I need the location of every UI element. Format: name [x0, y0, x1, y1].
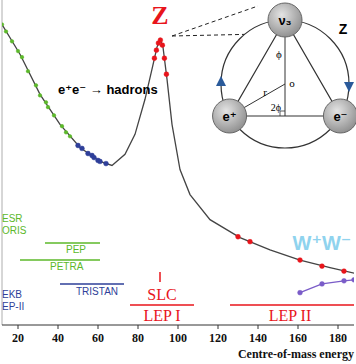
x-tick: [98, 325, 99, 329]
data-point: [342, 269, 347, 274]
data-point: [2, 23, 4, 27]
x-tick-label: 180: [329, 331, 347, 345]
data-point: [44, 101, 48, 105]
series-line: [2, 21, 354, 273]
x-tick: [218, 325, 219, 329]
annotation: r: [263, 86, 267, 98]
x-tick: [138, 325, 139, 329]
annotation: ESR: [2, 213, 23, 224]
data-point: [154, 48, 159, 53]
x-tick: [58, 325, 59, 329]
data-point: [60, 124, 64, 128]
x-tick: [298, 325, 299, 329]
x-tick-label: 80: [132, 331, 144, 345]
data-point: [320, 282, 325, 287]
plot-area: [2, 21, 354, 295]
data-point: [26, 69, 30, 73]
data-point: [342, 278, 347, 283]
facility-tick: [159, 272, 161, 282]
x-axis-label: Centre-of-mass energy: [238, 347, 354, 361]
annotation: EP-II: [2, 301, 24, 312]
data-point: [46, 105, 50, 109]
arrow-head: [344, 82, 354, 92]
data-point: [64, 131, 68, 135]
annotation: PETRA: [50, 261, 84, 272]
arrow-head: [216, 76, 226, 86]
x-tick-label: 120: [209, 331, 227, 345]
x-tick-label: 60: [92, 331, 104, 345]
annotation: e⁻: [333, 109, 347, 124]
annotation: ORIS: [2, 225, 27, 236]
data-point: [68, 135, 72, 139]
data-point: [298, 258, 303, 263]
x-tick: [258, 325, 259, 329]
particle-node: [323, 99, 356, 133]
data-point: [104, 161, 109, 166]
data-point: [34, 84, 38, 88]
data-point: [52, 114, 56, 118]
data-point: [320, 264, 325, 269]
dashed-link: [172, 6, 258, 36]
data-point: [164, 72, 169, 77]
annotation: Z: [151, 1, 168, 30]
data-point: [248, 239, 253, 244]
annotation: 2ϕ: [271, 102, 281, 113]
annotation: e⁺: [223, 109, 237, 124]
annotation: e⁺e⁻ → hadrons: [58, 82, 158, 97]
data-point: [298, 290, 303, 295]
x-tick-label: 20: [12, 331, 24, 345]
data-point: [10, 40, 14, 44]
x-tick-label: 160: [289, 331, 307, 345]
data-point: [162, 56, 167, 61]
data-point: [80, 146, 85, 151]
annotation: LEP I: [143, 307, 180, 324]
data-point: [98, 159, 103, 164]
data-point: [158, 38, 163, 43]
x-tick: [18, 325, 19, 329]
y-axis-line: [2, 0, 3, 325]
data-point: [236, 234, 241, 239]
particle-node: [268, 3, 302, 37]
data-point: [38, 94, 42, 98]
annotation: EKB: [2, 289, 22, 300]
annotation: ϕ: [276, 48, 282, 60]
annotation: o: [289, 77, 295, 89]
annotation: ν₃: [278, 13, 291, 28]
x-tick-label: 140: [249, 331, 267, 345]
data-point: [16, 49, 20, 53]
annotation: Z: [339, 21, 348, 37]
x-tick-label: 100: [169, 331, 187, 345]
data-point: [152, 56, 157, 61]
facility-range: [60, 283, 124, 285]
particle-node: [213, 99, 247, 133]
x-tick: [338, 325, 339, 329]
facility-range: [230, 304, 354, 306]
data-point: [4, 30, 8, 34]
x-tick-label: 40: [52, 331, 64, 345]
annotation: TRISTAN: [76, 286, 118, 297]
data-point: [20, 55, 24, 59]
facility-range: [130, 304, 194, 306]
chart: 20 40 60 80 100 120 140 160 180 Centre-of-mass en…: [0, 0, 356, 364]
data-point: [352, 277, 354, 282]
annotation: W⁺W⁻: [293, 232, 352, 254]
annotation: SLC: [147, 286, 176, 303]
annotation: PEP: [66, 244, 86, 255]
x-tick: [178, 325, 179, 329]
data-point: [160, 43, 165, 48]
annotation: LEP II: [269, 307, 312, 324]
